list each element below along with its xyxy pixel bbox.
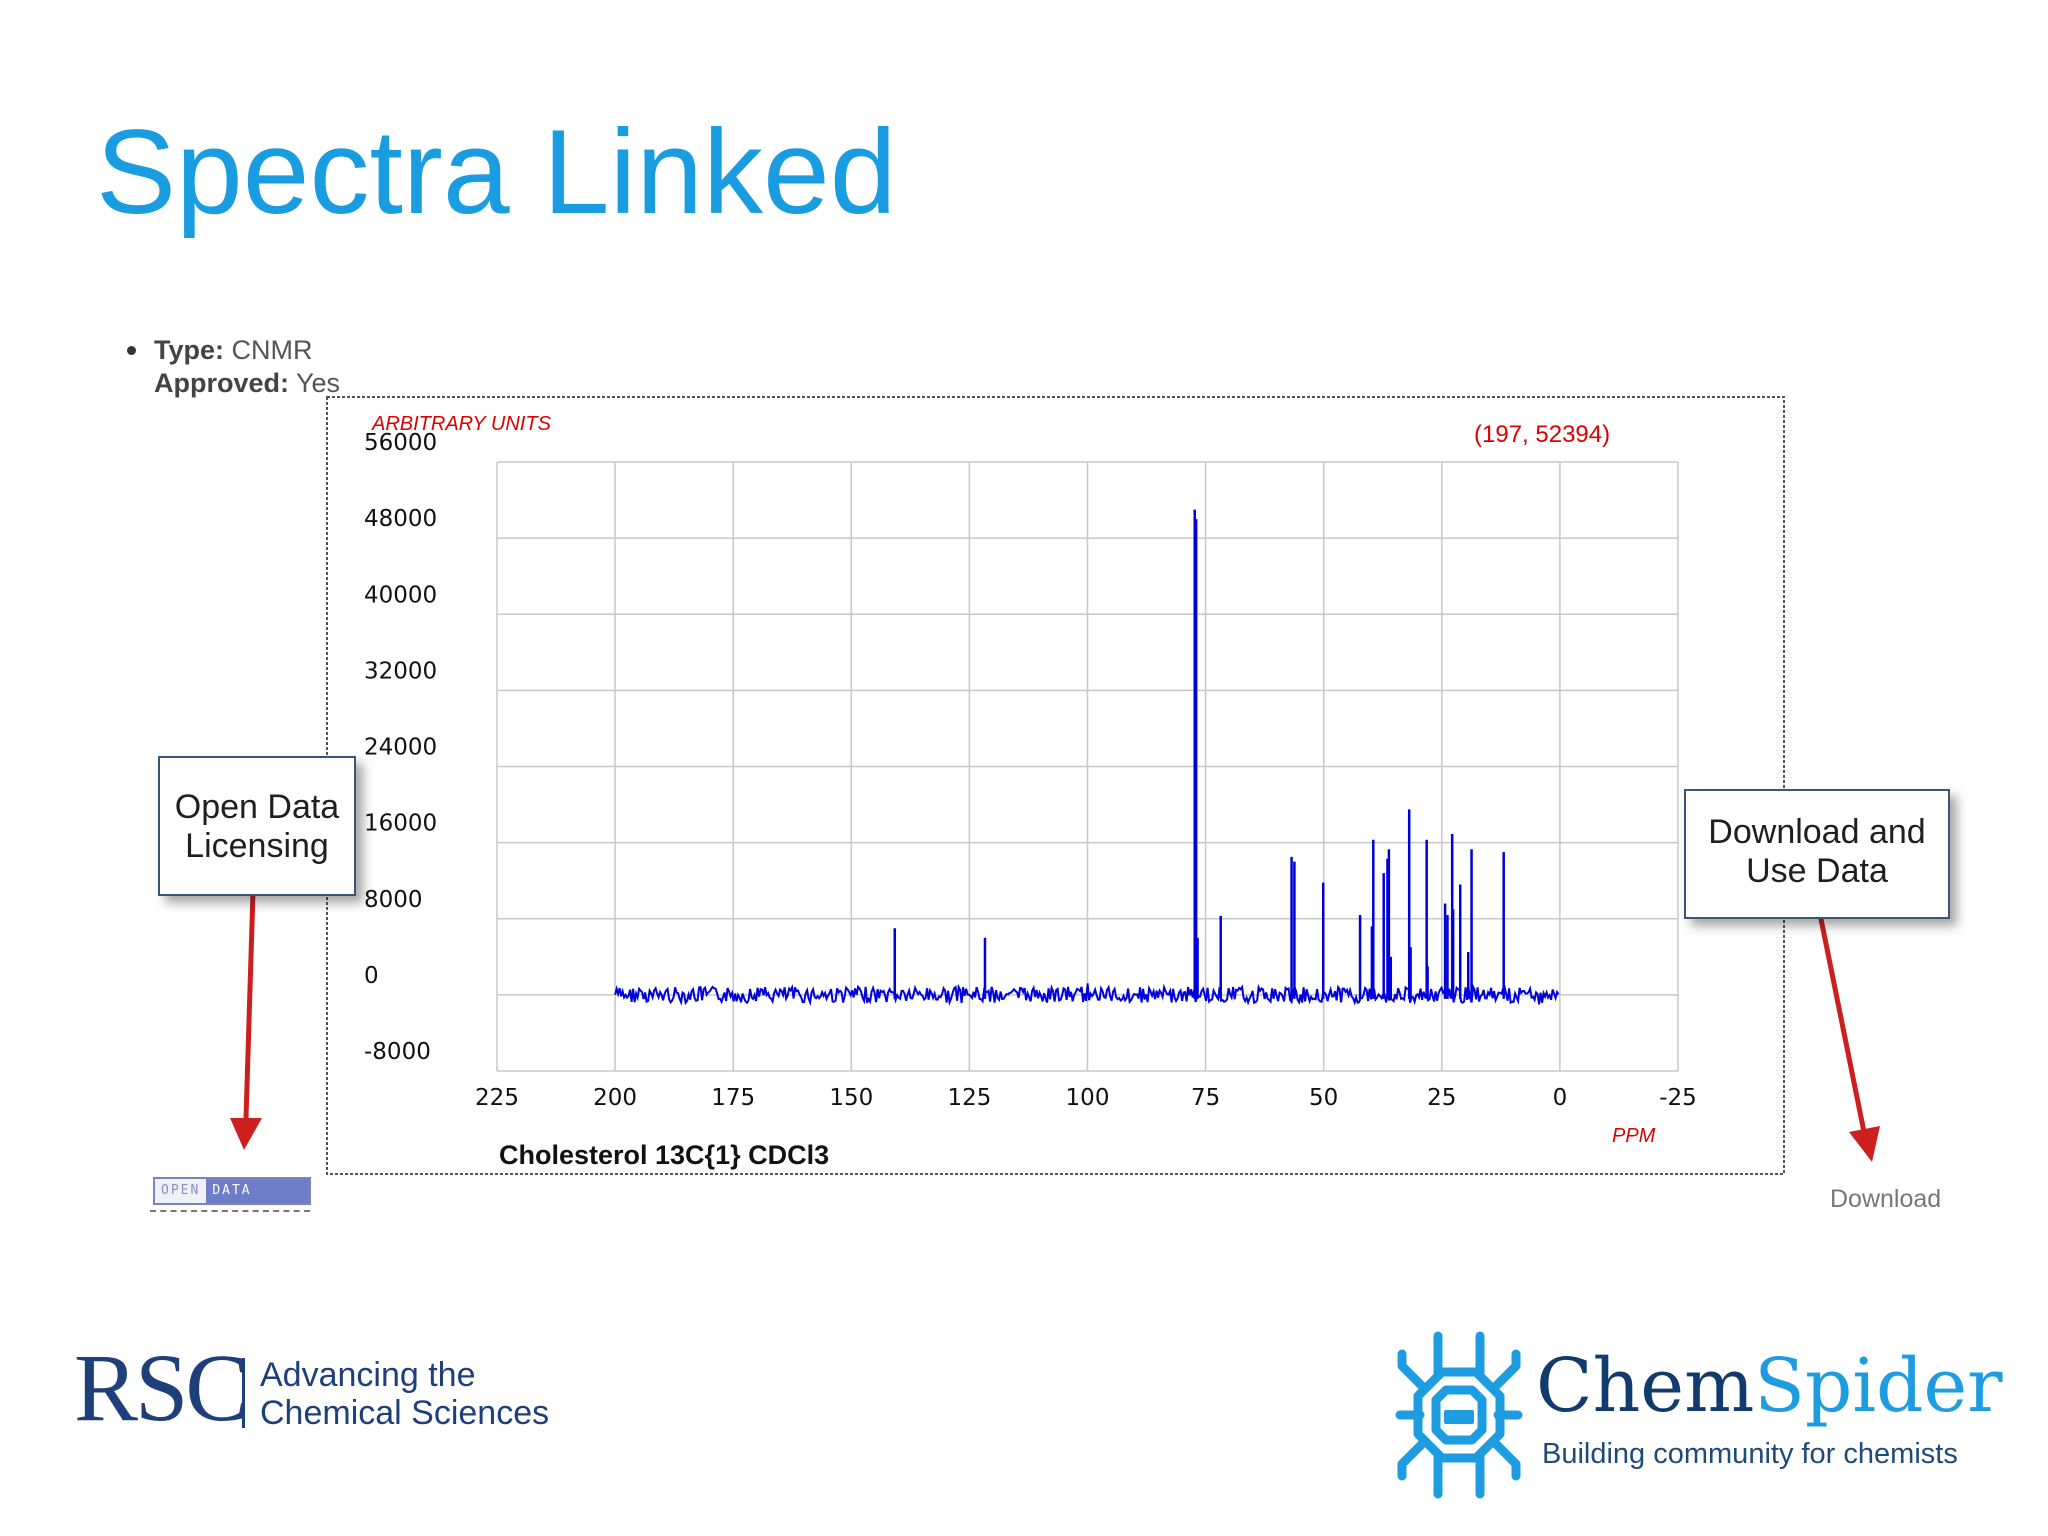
x-axis-label: PPM xyxy=(1612,1125,1656,1147)
open-data-badge[interactable]: OPEN DATA xyxy=(153,1177,311,1205)
x-tick-label: 150 xyxy=(829,1085,873,1111)
cropped-text-remnant xyxy=(150,1207,310,1213)
callout-download-line1: Download and xyxy=(1708,813,1926,851)
rsc-tagline-2: Chemical Sciences xyxy=(260,1394,550,1432)
open-data-badge-part2: DATA xyxy=(206,1179,309,1203)
chart-title: Cholesterol 13C{1} CDCl3 xyxy=(499,1140,829,1170)
x-tick-label: 175 xyxy=(711,1085,755,1111)
approved-label: Approved: xyxy=(154,368,289,398)
rsc-mark: RSC xyxy=(74,1334,249,1441)
open-data-badge-part1: OPEN xyxy=(155,1179,207,1203)
type-label: Type: xyxy=(154,335,225,365)
y-tick-label: 24000 xyxy=(364,735,437,761)
y-axis-label: ARBITRARY UNITS xyxy=(371,413,552,435)
slide-title: Spectra Linked xyxy=(96,105,897,239)
arrow-right xyxy=(1817,913,1880,1162)
chemspider-spider: Spider xyxy=(1754,1343,2003,1429)
x-tick-label: 0 xyxy=(1553,1085,1568,1111)
y-tick-label: 16000 xyxy=(364,811,437,837)
callout-open-line1: Open Data xyxy=(174,788,340,826)
record-meta: Type: CNMR Approved: Yes xyxy=(124,334,340,400)
x-tick-labels: 225 200 175 150 125 100 75 50 25 0 -25 xyxy=(475,1085,1697,1111)
y-tick-label: 8000 xyxy=(364,887,423,913)
x-tick-label: 225 xyxy=(475,1085,519,1111)
y-tick-label: 32000 xyxy=(364,658,437,684)
chemspider-wordmark: ChemSpider xyxy=(1536,1346,2003,1426)
cursor-readout: (197, 52394) xyxy=(1474,421,1610,448)
callout-open-line2: Licensing xyxy=(185,827,329,865)
x-tick-label: 200 xyxy=(593,1085,637,1111)
y-tick-labels: 56000 48000 40000 32000 24000 16000 8000 0 -8000 xyxy=(364,430,437,1065)
rsc-tagline-1: Advancing the xyxy=(260,1356,476,1394)
y-tick-label: 48000 xyxy=(364,506,437,532)
approved-row: Approved: Yes xyxy=(124,367,340,400)
chemspider-chem: Chem xyxy=(1536,1343,1755,1429)
spectrum-baseline xyxy=(614,983,1560,1007)
x-tick-label: 100 xyxy=(1066,1085,1110,1111)
chemspider-tagline: Building community for chemists xyxy=(1542,1438,1958,1470)
y-tick-label: 56000 xyxy=(364,430,437,456)
spectrum-peaks xyxy=(893,509,1505,999)
arrow-left xyxy=(230,891,262,1150)
approved-value: Yes xyxy=(296,368,341,398)
type-value: CNMR xyxy=(231,335,313,365)
rsc-divider xyxy=(242,1358,245,1428)
spider-icon xyxy=(1395,1331,1523,1499)
x-tick-label: -25 xyxy=(1659,1085,1697,1111)
y-tick-label: 40000 xyxy=(364,582,437,608)
y-tick-label: 0 xyxy=(364,963,379,989)
download-link[interactable]: Download xyxy=(1830,1185,1942,1213)
download-use-data-callout: Download and Use Data xyxy=(1684,789,1950,919)
chart-frame xyxy=(326,396,1785,1175)
y-tick-label: -8000 xyxy=(364,1039,431,1065)
x-tick-label: 125 xyxy=(947,1085,991,1111)
x-tick-label: 50 xyxy=(1309,1085,1338,1111)
callout-download-line2: Use Data xyxy=(1746,852,1888,890)
open-data-licensing-callout: Open Data Licensing xyxy=(158,756,356,896)
type-row: Type: CNMR xyxy=(124,334,340,367)
x-tick-label: 75 xyxy=(1191,1085,1220,1111)
x-tick-label: 25 xyxy=(1427,1085,1456,1111)
bullet-icon xyxy=(127,346,136,355)
